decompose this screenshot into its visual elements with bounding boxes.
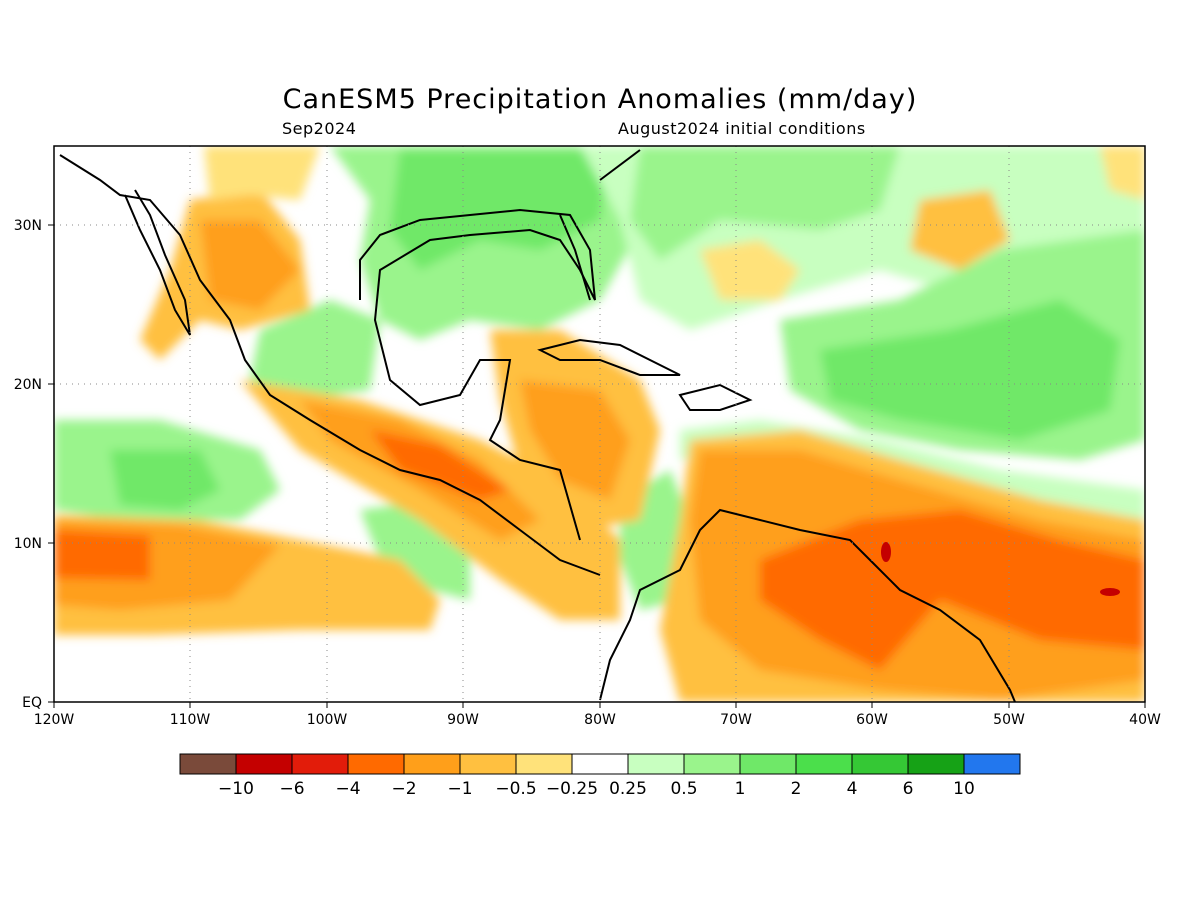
colorbar-label: −2 — [391, 779, 416, 799]
colorbar — [179, 753, 1021, 775]
initial-conditions-label: August2024 initial conditions — [618, 119, 866, 138]
colorbar-label: 2 — [791, 779, 802, 799]
dry-region-guianas-max — [760, 510, 1145, 670]
forecast-month: Sep2024 — [282, 119, 357, 138]
colorbar-swatch — [459, 753, 517, 775]
anomaly-field — [54, 146, 1145, 702]
coast-mexico-pacific — [59, 154, 601, 576]
colorbar-label: −10 — [218, 779, 254, 799]
coast-cuba — [537, 338, 681, 376]
lon-label: 90W — [447, 712, 479, 728]
lon-label: 40W — [1129, 712, 1161, 728]
dry-max-spot-east — [1100, 588, 1120, 596]
colorbar-swatch — [347, 753, 405, 775]
wet-region-gulf-core — [390, 150, 610, 270]
lat-label: EQ — [22, 695, 42, 711]
coast-baja — [124, 189, 191, 336]
colorbar-swatch — [627, 753, 685, 775]
lon-label: 120W — [34, 712, 75, 728]
colorbar-label: 10 — [953, 779, 975, 799]
wet-region-pacific-15n-core — [110, 450, 220, 510]
lat-label: 10N — [14, 536, 42, 552]
dry-region-caribbean-core — [520, 380, 630, 500]
dry-region-atlantic-north-2 — [910, 190, 1010, 270]
colorbar-swatch — [851, 753, 909, 775]
coast-hispaniola — [678, 383, 753, 411]
colorbar-label: −0.5 — [495, 779, 536, 799]
colorbar-label: −0.25 — [546, 779, 598, 799]
colorbar-label: 4 — [847, 779, 858, 799]
colorbar-label: 1 — [735, 779, 746, 799]
wet-region-atlantic-north-2 — [630, 146, 900, 260]
coast-usa-east — [599, 149, 641, 181]
colorbar-swatch — [963, 753, 1021, 775]
lat-label: 30N — [14, 218, 42, 234]
chart-title: CanESM5 Precipitation Anomalies (mm/day) — [282, 84, 918, 115]
dry-max-spot — [881, 542, 891, 562]
coast-gulf — [359, 208, 596, 541]
colorbar-label: −1 — [447, 779, 472, 799]
dry-region-pacific-max — [54, 530, 150, 580]
coastlines — [59, 149, 1016, 702]
latitude-labels: EQ 10N 20N 30N — [14, 218, 42, 711]
colorbar-labels: −10 −6 −4 −2 −1 −0.5 −0.25 0.25 0.5 1 2 4 6 10 — [218, 779, 975, 799]
colorbar-swatch — [403, 753, 461, 775]
lon-label: 70W — [720, 712, 752, 728]
longitude-labels: 120W 110W 100W 90W 80W 70W 60W 50W 40W — [34, 712, 1161, 728]
colorbar-swatch — [235, 753, 293, 775]
lon-label: 60W — [856, 712, 888, 728]
coast-florida — [559, 214, 591, 301]
dry-region-mexico-core — [200, 220, 300, 310]
dry-region-atlantic-ne — [1100, 146, 1145, 200]
colorbar-swatch — [739, 753, 797, 775]
colorbar-label: 0.25 — [609, 779, 647, 799]
wet-region-mexico-west — [250, 300, 380, 400]
colorbar-swatch — [907, 753, 965, 775]
colorbar-swatch — [179, 753, 237, 775]
colorbar-swatch — [683, 753, 741, 775]
colorbar-label: 0.5 — [670, 779, 697, 799]
dry-region-central-america-max — [370, 430, 510, 500]
lon-label: 50W — [993, 712, 1025, 728]
dry-region-atlantic-north — [700, 240, 800, 300]
colorbar-swatch — [571, 753, 629, 775]
lon-label: 80W — [584, 712, 616, 728]
colorbar-swatch — [795, 753, 853, 775]
axis-ticks — [48, 224, 1146, 708]
colorbar-swatch — [515, 753, 573, 775]
colorbar-swatch — [291, 753, 349, 775]
colorbar-label: −4 — [335, 779, 360, 799]
coast-south-america — [599, 508, 1016, 702]
wet-region-atlantic-core — [820, 300, 1120, 440]
lon-label: 110W — [170, 712, 211, 728]
colorbar-label: −6 — [279, 779, 304, 799]
colorbar-label: 6 — [903, 779, 914, 799]
lat-label: 20N — [14, 377, 42, 393]
lon-label: 100W — [307, 712, 348, 728]
dry-region-usa-sw — [204, 146, 320, 200]
